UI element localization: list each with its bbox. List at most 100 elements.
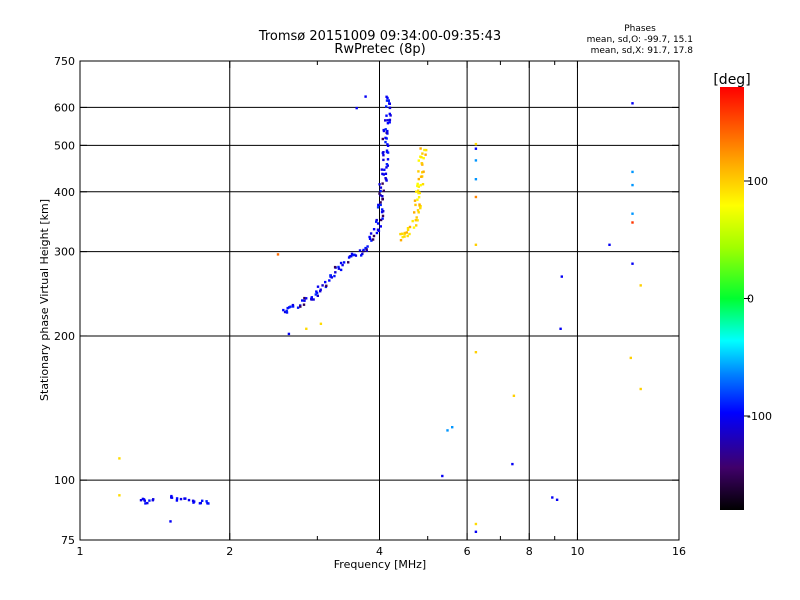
echo-point — [385, 137, 388, 140]
echo-point — [385, 149, 389, 152]
echo-point — [169, 520, 172, 523]
echo-point — [296, 306, 300, 309]
echo-point — [380, 168, 383, 171]
echo-point — [416, 198, 419, 201]
echo-point — [379, 201, 382, 204]
grid-lines — [80, 61, 679, 540]
echo-point — [386, 132, 389, 135]
echo-point — [411, 219, 414, 223]
echo-point — [146, 501, 149, 505]
echo-point — [175, 497, 179, 500]
echo-point — [334, 271, 337, 274]
echo-point — [360, 254, 363, 257]
echo-point — [384, 172, 388, 175]
echo-point — [382, 189, 385, 192]
echo-point — [474, 351, 478, 354]
echo-point — [170, 494, 173, 498]
echo-point — [414, 203, 417, 207]
echo-point — [419, 205, 422, 208]
colorbar-tick-label: -100 — [747, 410, 772, 423]
echo-point — [422, 157, 425, 160]
echo-point — [375, 218, 378, 222]
echo-point — [379, 218, 383, 222]
echo-point — [385, 150, 389, 154]
echo-point — [381, 217, 384, 220]
echo-point — [413, 199, 417, 202]
echo-point — [416, 219, 419, 222]
echo-point — [388, 118, 392, 122]
echo-point — [315, 290, 318, 293]
colorbar-tick-label: 100 — [747, 175, 768, 188]
echo-point — [384, 119, 387, 122]
echo-point — [198, 502, 202, 505]
echo-point — [474, 243, 478, 246]
echo-point — [559, 327, 562, 330]
echo-point — [639, 387, 642, 391]
echo-point — [143, 499, 146, 502]
echo-point — [415, 190, 418, 193]
echo-point — [303, 296, 306, 300]
x-tick-label: 16 — [672, 545, 686, 558]
x-tick-label: 8 — [526, 545, 533, 558]
echo-point — [382, 151, 385, 154]
echo-point — [631, 183, 634, 187]
echo-point — [312, 298, 315, 301]
echo-point — [400, 232, 404, 235]
echo-point — [381, 208, 384, 211]
echo-point — [451, 426, 454, 429]
data-points — [118, 95, 642, 533]
y-tick-label: 300 — [54, 246, 75, 259]
echo-point — [206, 502, 209, 505]
echo-point — [372, 234, 376, 238]
echo-point — [314, 293, 317, 296]
echo-point — [285, 309, 288, 313]
echo-point — [417, 196, 421, 199]
echo-point — [419, 147, 422, 150]
echo-point — [384, 177, 387, 180]
echo-point — [329, 274, 332, 277]
echo-point — [408, 232, 411, 236]
echo-point — [384, 128, 387, 131]
colorbar — [720, 87, 744, 510]
echo-point — [382, 129, 386, 133]
echo-point — [406, 234, 409, 238]
echo-point — [337, 267, 341, 270]
y-tick-label: 200 — [54, 330, 75, 343]
echo-point — [315, 291, 319, 295]
echo-point — [385, 114, 388, 117]
echo-point — [608, 243, 611, 246]
colorbar-unit: [deg] — [713, 72, 750, 88]
echo-point — [386, 129, 389, 133]
echo-point — [368, 237, 372, 240]
echo-point — [144, 502, 147, 505]
echo-point — [560, 275, 563, 278]
echo-point — [417, 159, 420, 162]
colorbar-tick-label: 0 — [747, 293, 754, 306]
echo-point — [381, 214, 385, 218]
echo-point — [405, 231, 408, 234]
echo-point — [555, 498, 559, 501]
echo-point — [631, 102, 634, 105]
echo-point — [361, 252, 364, 256]
colorbar-ticks: 100 0 -100 — [744, 175, 772, 423]
echo-point — [347, 261, 350, 264]
echo-point — [383, 168, 386, 171]
echo-point — [418, 203, 421, 206]
echo-point — [324, 280, 327, 284]
y-axis-label: Stationary phase Virtual Height [km] — [38, 199, 51, 401]
echo-point — [420, 162, 424, 165]
echo-point — [417, 170, 420, 173]
echo-point — [389, 114, 392, 117]
echo-point — [388, 112, 391, 116]
echo-point — [420, 156, 423, 159]
echo-point — [376, 222, 380, 225]
echo-point — [384, 140, 387, 144]
echo-point — [474, 147, 478, 150]
echo-point — [355, 106, 358, 110]
echo-point — [639, 284, 642, 287]
echo-point — [401, 235, 404, 239]
echo-point — [325, 284, 328, 287]
echo-point — [368, 235, 371, 239]
echo-point — [370, 239, 373, 242]
echo-point — [283, 310, 287, 314]
